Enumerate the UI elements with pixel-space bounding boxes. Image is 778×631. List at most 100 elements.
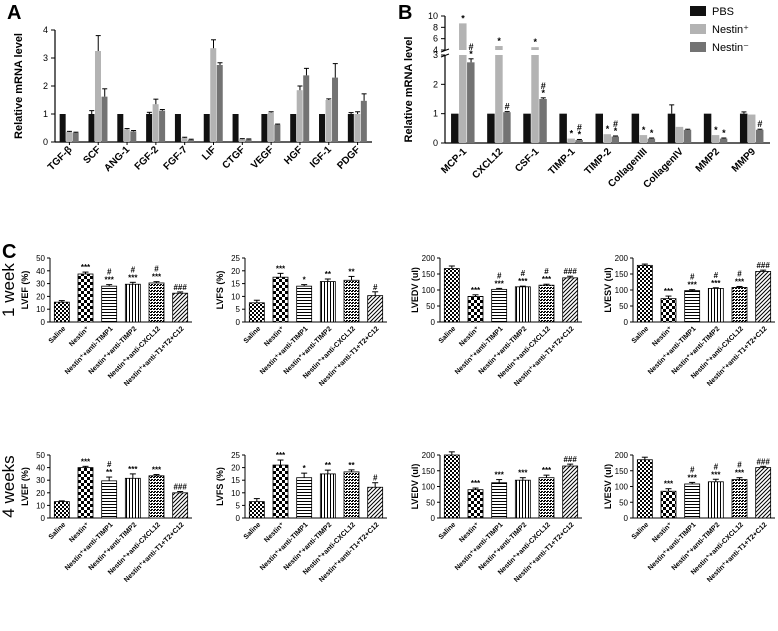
panel-b-significance-mark: # bbox=[577, 122, 582, 132]
panel-a-bar bbox=[152, 104, 159, 142]
panel-b-bar bbox=[711, 135, 720, 143]
panel-a-bar bbox=[94, 51, 101, 142]
panel-b-bar bbox=[559, 113, 567, 143]
panel-c-ylabel: LVFS (%) bbox=[215, 271, 225, 310]
panel-c-significance-mark: # bbox=[521, 269, 526, 278]
panel-c-bar bbox=[443, 268, 460, 323]
row-label-0: 1 week bbox=[0, 263, 18, 317]
panel-label-a: A bbox=[7, 2, 21, 24]
panel-c-ytick-label: 0 bbox=[41, 318, 46, 327]
panel-c-bar bbox=[172, 292, 189, 323]
panel-a-bar bbox=[319, 114, 326, 142]
panel-a-bar bbox=[66, 131, 73, 142]
panel-b-significance-mark: * bbox=[469, 49, 473, 59]
panel-c-significance-mark: *** bbox=[518, 469, 528, 478]
panel-c-significance-mark: # bbox=[737, 461, 742, 470]
panel-c-significance-mark: *** bbox=[128, 465, 138, 474]
panel-c-bar bbox=[77, 467, 94, 519]
panel-c-bar bbox=[367, 486, 384, 519]
panel-a-ytick-label: 2 bbox=[43, 81, 48, 91]
panel-a-category-label: FGF-7 bbox=[162, 144, 191, 173]
panel-a-bar bbox=[274, 124, 281, 142]
panel-c-group-label: Nestin⁺ bbox=[263, 521, 286, 544]
panel-c-significance-mark: # bbox=[544, 267, 549, 276]
panel-b-bar bbox=[459, 55, 467, 143]
panel-c-significance-mark: # bbox=[690, 273, 695, 282]
panel-c-bar bbox=[172, 492, 189, 519]
panel-b-bar bbox=[667, 113, 676, 143]
panel-c-group-label: Saline bbox=[243, 325, 263, 345]
panel-c-ytick-label: 200 bbox=[422, 451, 436, 460]
panel-c-significance-mark: ** bbox=[325, 270, 332, 279]
panel-c-bar bbox=[684, 290, 701, 323]
panel-c-group-label: Nestin⁺ bbox=[68, 325, 91, 348]
panel-b-significance-mark: * bbox=[650, 128, 654, 138]
panel-c-significance-mark: *** bbox=[152, 466, 162, 475]
panel-a-bar bbox=[187, 139, 194, 142]
panel-b-significance-mark: # bbox=[469, 42, 474, 52]
panel-b-bar bbox=[747, 114, 756, 143]
panel-c-group-label: Saline bbox=[48, 325, 68, 345]
panel-c-bar bbox=[296, 477, 313, 519]
panel-c-bar bbox=[124, 477, 141, 519]
panel-c-bar bbox=[636, 264, 653, 323]
panel-c-significance-mark: # bbox=[714, 271, 719, 280]
panel-c-ytick-label: 0 bbox=[236, 318, 241, 327]
panel-c-bar bbox=[443, 454, 460, 519]
panel-c-bar bbox=[755, 271, 772, 323]
panel-c-bar bbox=[467, 489, 484, 519]
panel-a-ylabel: Relative mRNA level bbox=[13, 33, 25, 139]
panel-b-bar bbox=[487, 113, 495, 143]
panel-c-bar bbox=[514, 479, 531, 519]
panel-a-category-label: SCF bbox=[81, 144, 103, 166]
panel-b-bar bbox=[703, 113, 712, 143]
panel-c-significance-mark: ### bbox=[756, 457, 770, 466]
panel-c-bar bbox=[101, 480, 118, 519]
panel-b-ytick-label: 6 bbox=[433, 34, 438, 44]
panel-c-ytick-label: 150 bbox=[422, 467, 436, 476]
panel-c-bar bbox=[343, 471, 360, 519]
panel-c-group-label: Nestin⁺ bbox=[458, 325, 481, 348]
panel-c-ytick-label: 50 bbox=[426, 302, 435, 311]
panel-c-significance-mark: *** bbox=[687, 281, 697, 290]
panel-c-significance-mark: *** bbox=[711, 279, 721, 288]
panel-c-significance-mark: *** bbox=[276, 451, 286, 460]
panel-a-ytick-label: 1 bbox=[43, 109, 48, 119]
panel-b-bar bbox=[523, 113, 531, 143]
panel-a-bar bbox=[325, 100, 332, 142]
panel-c-ytick-label: 40 bbox=[36, 267, 45, 276]
panel-b-bar bbox=[631, 113, 640, 143]
panel-c-bar bbox=[248, 302, 265, 323]
panel-b-significance-mark: # bbox=[757, 119, 762, 129]
panel-a-ytick-label: 4 bbox=[43, 25, 48, 35]
panel-b-significance-mark: # bbox=[541, 81, 546, 91]
legend-swatch-1 bbox=[690, 24, 706, 34]
panel-c-ytick-label: 150 bbox=[422, 270, 436, 279]
panel-c-significance-mark: *** bbox=[494, 279, 504, 288]
panel-c-significance-mark: ** bbox=[325, 461, 332, 470]
panel-b-significance-mark: * bbox=[497, 36, 501, 46]
panel-a-bar bbox=[245, 139, 252, 142]
panel-a-category-label: VEGF bbox=[249, 144, 276, 171]
panel-c-significance-mark: * bbox=[303, 276, 307, 285]
panel-label-b: B bbox=[398, 2, 412, 24]
panel-c-ylabel: LVEF (%) bbox=[20, 467, 30, 506]
panel-b-bar bbox=[603, 134, 611, 143]
panel-b-ytick-label: 4 bbox=[433, 45, 438, 55]
panel-c-ytick-label: 0 bbox=[624, 514, 629, 523]
panel-a-category-label: HGF bbox=[282, 144, 305, 167]
panel-c-group-label: Nestin⁺ bbox=[651, 325, 674, 348]
panel-b-ytick-label: 8 bbox=[433, 22, 438, 32]
panel-c-significance-mark: # bbox=[107, 268, 112, 277]
panel-b-bar bbox=[739, 113, 748, 143]
panel-c-significance-mark: ### bbox=[563, 267, 577, 276]
panel-c-significance-mark: ### bbox=[173, 283, 187, 292]
panel-c-significance-mark: ** bbox=[348, 461, 355, 470]
panel-c-ytick-label: 15 bbox=[231, 476, 240, 485]
panel-c-ytick-label: 100 bbox=[615, 483, 629, 492]
panel-a-bar bbox=[216, 65, 223, 142]
panel-c-bar bbox=[491, 288, 508, 323]
panel-c-ylabel: LVEF (%) bbox=[20, 271, 30, 310]
panel-c-ytick-label: 0 bbox=[431, 318, 436, 327]
panel-c-bar bbox=[514, 286, 531, 323]
